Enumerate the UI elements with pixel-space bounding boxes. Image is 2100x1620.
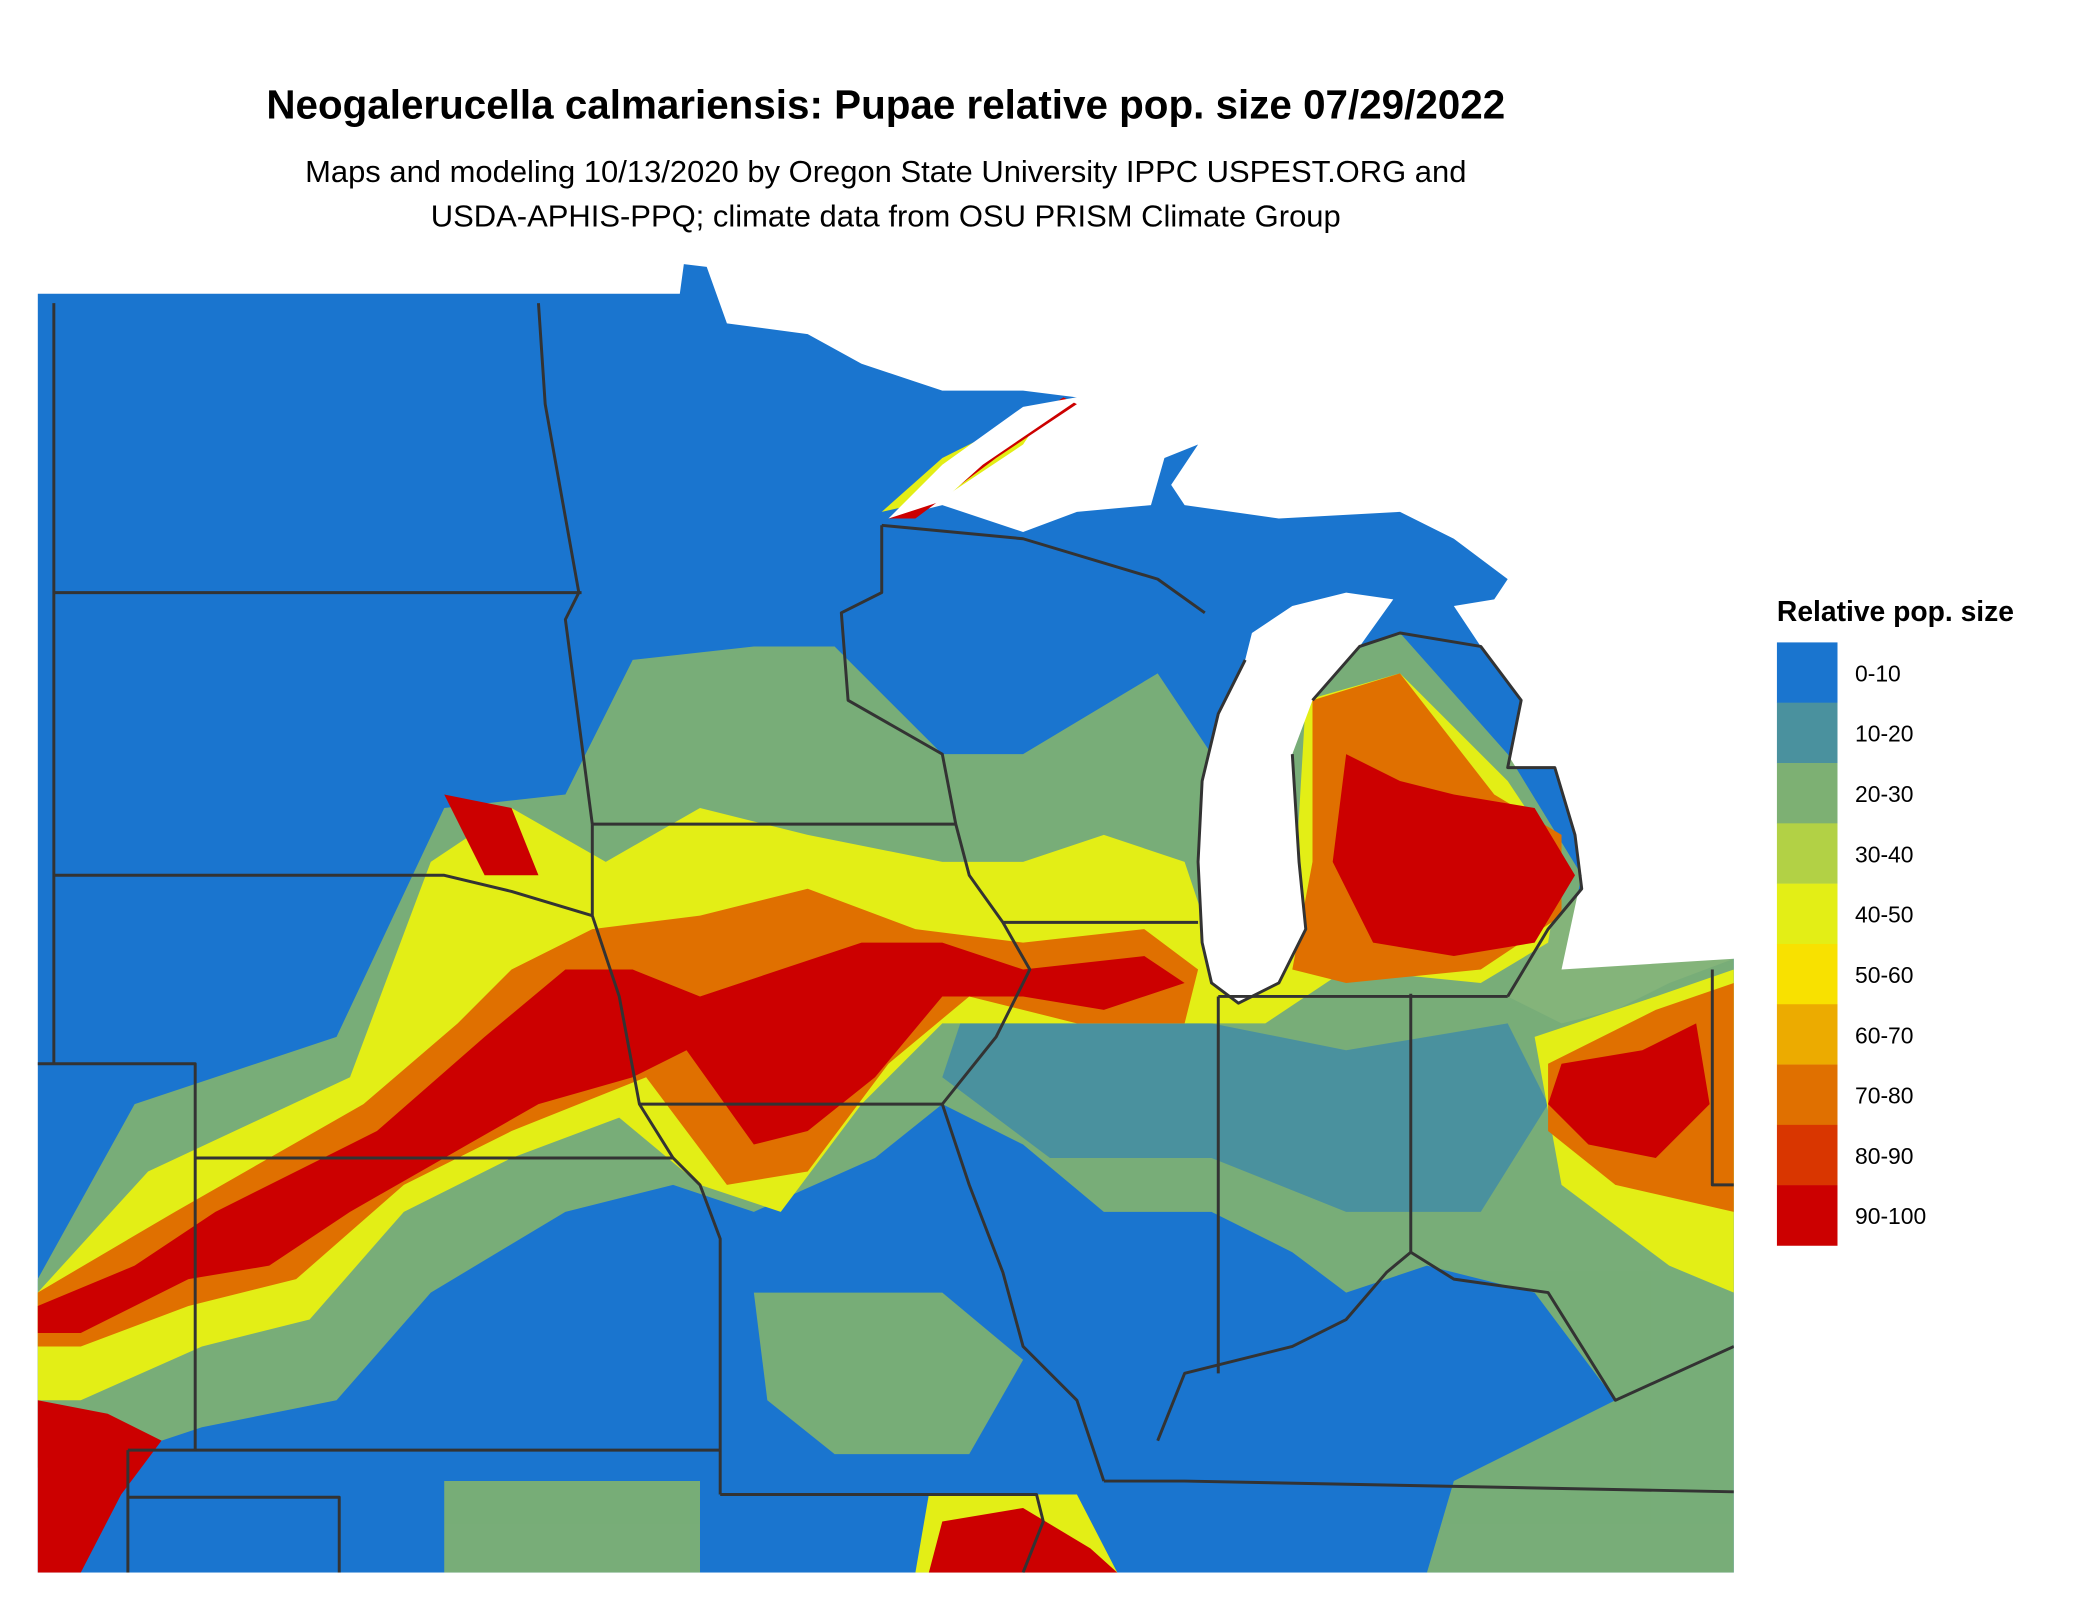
map-subtitle-line-2: USDA-APHIS-PPQ; climate data from OSU PR… <box>431 198 1341 233</box>
legend-swatch <box>1776 883 1838 945</box>
legend-swatch <box>1776 1064 1838 1126</box>
legend-label: 80-90 <box>1855 1143 1914 1169</box>
zone-10-20 <box>942 996 1549 1212</box>
legend-label: 40-50 <box>1855 902 1914 928</box>
legend-label: 90-100 <box>1855 1203 1926 1229</box>
legend-swatch <box>1776 1124 1838 1186</box>
lake-superior <box>888 396 1084 519</box>
map-subtitle-line-1: Maps and modeling 10/13/2020 by Oregon S… <box>305 154 1466 189</box>
map-title: Neogalerucella calmariensis: Pupae relat… <box>266 82 1505 128</box>
legend-swatch <box>1776 943 1838 1005</box>
map-panel <box>37 264 1734 1573</box>
state-borders <box>37 303 1734 1573</box>
legend-swatch <box>1776 1185 1838 1246</box>
legend-swatch <box>1776 823 1838 884</box>
legend-swatch <box>1776 642 1838 703</box>
legend-label: 10-20 <box>1855 721 1914 747</box>
legend-swatch <box>1776 702 1838 764</box>
legend-label: 60-70 <box>1855 1022 1914 1048</box>
lake-michigan <box>1198 592 1394 1004</box>
legend: Relative pop. size 0-10 10-20 20-30 30-40 40… <box>1776 595 2014 1246</box>
legend-label: 30-40 <box>1855 841 1914 867</box>
legend-label: 50-60 <box>1855 962 1914 988</box>
legend-label: 0-10 <box>1855 660 1901 686</box>
legend-title: Relative pop. size <box>1777 595 2014 627</box>
legend-swatch <box>1776 1004 1838 1065</box>
legend-swatch <box>1776 763 1838 824</box>
legend-label: 70-80 <box>1855 1083 1914 1109</box>
legend-label: 20-30 <box>1855 781 1914 807</box>
